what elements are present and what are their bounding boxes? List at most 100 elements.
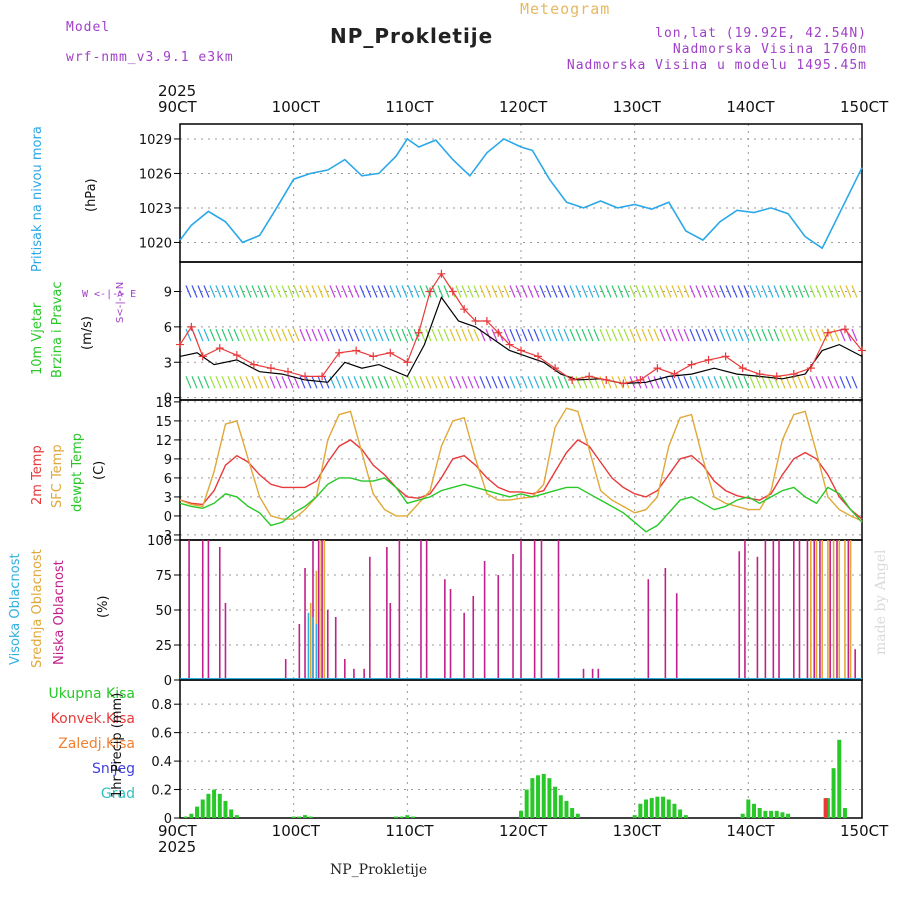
wind-barb: [593, 285, 600, 298]
wind-barb: [413, 376, 420, 389]
wind-barb: [497, 285, 504, 298]
wind-barb: [251, 285, 258, 298]
wind-barb: [323, 285, 330, 298]
precip-total-bar: [564, 800, 569, 818]
precip-total-bar: [308, 816, 313, 818]
wind-gust-marker: [653, 364, 662, 373]
precip-total-bar: [223, 800, 228, 818]
compass-we: W <-|-> E: [82, 289, 137, 300]
bottom-x-tick-label: 90CT: [158, 822, 197, 840]
y-tick-label: 9: [164, 285, 172, 300]
y-tick-label: 50: [155, 604, 172, 619]
wind-barb: [683, 328, 690, 342]
wind-barb: [245, 285, 252, 298]
wind-barb: [299, 376, 306, 389]
wind-barb: [509, 328, 516, 342]
wind-barb: [383, 376, 390, 389]
wind-barb: [677, 328, 684, 342]
wind-barb: [311, 285, 318, 298]
wind-barb: [413, 328, 420, 342]
top-x-tick-label: 130CT: [612, 98, 661, 116]
precip-total-bar: [229, 809, 234, 818]
wind-barb: [215, 376, 222, 389]
wind-barb: [461, 328, 468, 342]
wind-barb: [647, 285, 654, 298]
wind-barb: [503, 285, 510, 298]
y-tick-label: 75: [155, 569, 172, 584]
wind-barb: [527, 328, 534, 342]
wind-barb: [443, 328, 450, 342]
wind-barb: [545, 376, 552, 389]
wind-barb: [695, 376, 702, 389]
wind-barb: [533, 285, 540, 298]
wind-barb: [527, 285, 534, 298]
wind-barb: [725, 328, 732, 342]
wind-barb: [839, 376, 846, 389]
wind-barb: [569, 328, 576, 342]
wind-barb: [185, 376, 192, 389]
precip-total-bar: [769, 810, 774, 818]
wind-barb: [749, 328, 756, 342]
precip-total-bar: [411, 816, 416, 818]
wind-barb: [695, 328, 702, 342]
wind-barb: [587, 285, 594, 298]
bottom-x-tick-label: 140CT: [726, 822, 775, 840]
wind-barb: [533, 328, 540, 342]
wind-barb: [635, 328, 642, 342]
wind-barb: [479, 285, 486, 298]
wind-barb: [803, 285, 810, 298]
wind-barb: [353, 328, 360, 342]
wind-barb: [557, 285, 564, 298]
wind-barb: [551, 376, 558, 389]
wind-barb: [239, 376, 246, 389]
wind-barb: [401, 285, 408, 298]
wind-barb: [365, 376, 372, 389]
wind-barb: [665, 376, 672, 389]
wind-barb: [251, 376, 258, 389]
wind-barb: [743, 376, 750, 389]
precip-total-bar: [524, 789, 529, 818]
wind-gust-marker: [670, 370, 679, 379]
precip-total-bar: [837, 739, 842, 818]
wind-barb: [635, 285, 642, 298]
precip-total-bar: [678, 809, 683, 818]
top-x-tick-label: 100CT: [271, 98, 320, 116]
precip-total-bar: [536, 775, 541, 818]
wind-gust-marker: [840, 325, 849, 334]
wind-barb: [647, 328, 654, 342]
wind-barb: [227, 328, 234, 342]
wind-barb: [623, 328, 630, 342]
wind-barb: [545, 328, 552, 342]
precip-total-bar: [234, 815, 239, 818]
model-elevation-label: Nadmorska Visina u modelu 1495.45m: [566, 58, 867, 73]
wind-barb: [341, 285, 348, 298]
wind-gust-marker: [858, 346, 866, 355]
wind-barb: [473, 376, 480, 389]
wind-gust-marker: [318, 372, 327, 381]
wind-barb: [731, 328, 738, 342]
wind-barb: [251, 328, 258, 342]
y-tick-label: 0: [164, 674, 172, 689]
wind-barb: [581, 285, 588, 298]
wind-barb: [737, 285, 744, 298]
wind-barb: [491, 285, 498, 298]
wind-barb: [437, 285, 444, 298]
wind-barb: [545, 285, 552, 298]
precip-total-bar: [752, 803, 757, 818]
wind-barb: [269, 285, 276, 298]
wind-barb: [209, 328, 216, 342]
wind-barb: [563, 376, 570, 389]
wind-barb: [467, 376, 474, 389]
wind-barb: [371, 376, 378, 389]
wind-barb: [389, 285, 396, 298]
wind-barb: [563, 328, 570, 342]
y-tick-label: 0: [164, 510, 172, 525]
wind-barb: [359, 328, 366, 342]
y-tick-label: 1029: [139, 133, 172, 148]
wind-barb: [287, 328, 294, 342]
wind-barb: [851, 285, 858, 298]
wind-barb: [581, 328, 588, 342]
wind-barb: [803, 328, 810, 342]
wind-barb: [299, 285, 306, 298]
